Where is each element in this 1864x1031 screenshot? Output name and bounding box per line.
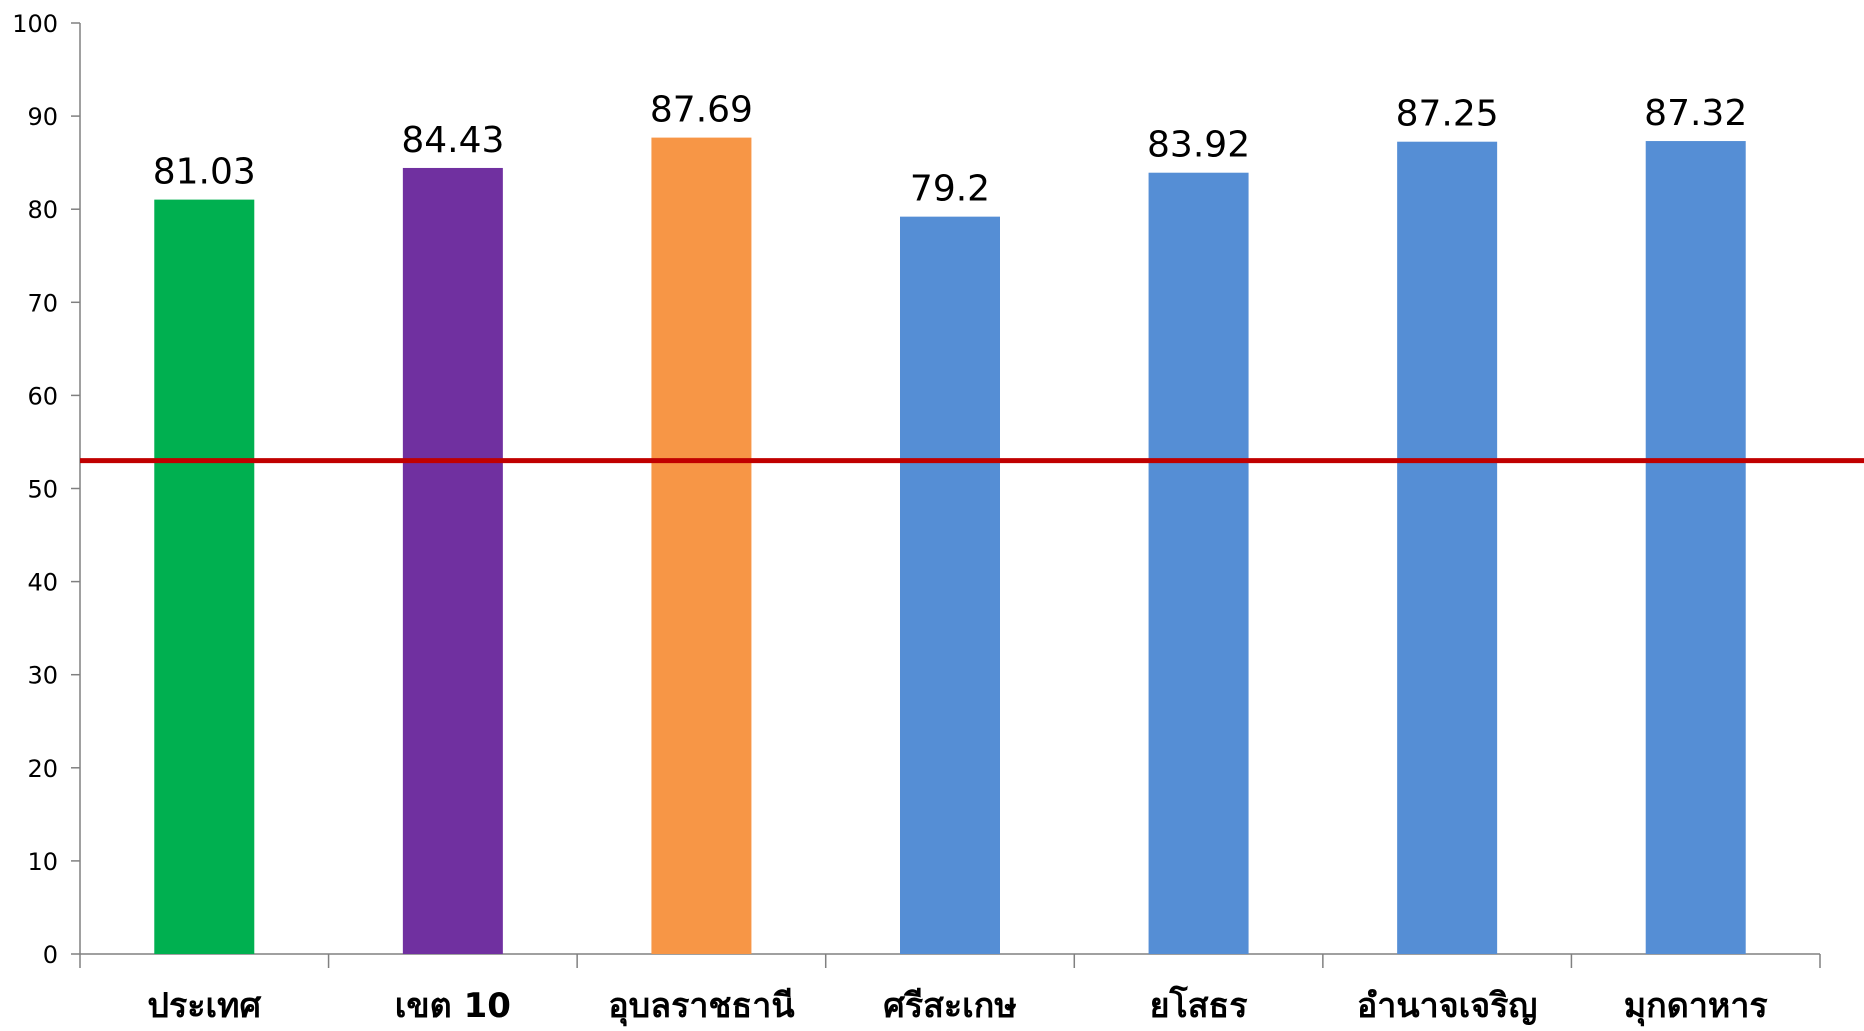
x-tick-label: อุบลราชธานี [608,986,794,1027]
y-tick-label: 90 [27,103,58,131]
y-tick-label: 50 [27,476,58,504]
y-tick-label: 20 [27,755,58,783]
bar [402,167,503,955]
y-tick-label: 80 [27,196,58,224]
data-label: 83.92 [1147,125,1250,166]
x-axis: ประเทศ เขต 10 อุบลราชธานี ศรีสะเกษ ยโสธร อำนา… [79,953,1821,1027]
bars [154,137,1746,955]
data-label: 81.03 [153,152,256,193]
data-label: 87.32 [1644,93,1747,134]
y-tick-label: 10 [27,848,58,876]
y-tick-label: 30 [27,662,58,690]
x-tick-label: มุกดาหาร [1624,986,1769,1027]
y-tick-label: 60 [27,382,58,410]
y-tick-label: 70 [27,289,58,317]
data-label: 87.25 [1396,94,1499,135]
bar [1148,172,1249,954]
y-tick-label: 40 [27,569,58,597]
x-tick-label: ยโสธร [1150,985,1249,1026]
y-tick-label: 0 [43,941,58,969]
x-tick-label: ศรีสะเกษ [883,986,1016,1026]
data-label: 87.69 [650,90,753,131]
bar [900,216,1000,954]
data-labels: 81.03 84.43 87.69 79.2 83.92 87.25 87.32 [153,90,1747,210]
x-tick-label: ประเทศ [147,986,261,1026]
data-label: 79.2 [910,169,990,210]
x-tick-label: อำนาจเจริญ [1357,986,1538,1026]
x-tick-label: เขต 10 [395,986,511,1026]
data-label: 84.43 [401,120,504,161]
bar [1397,141,1498,954]
y-axis: 0 10 20 30 40 50 60 70 80 90 100 [12,10,81,969]
bar [154,199,255,954]
bar [1645,141,1746,955]
bar [651,137,752,955]
y-tick-label: 100 [12,10,58,38]
